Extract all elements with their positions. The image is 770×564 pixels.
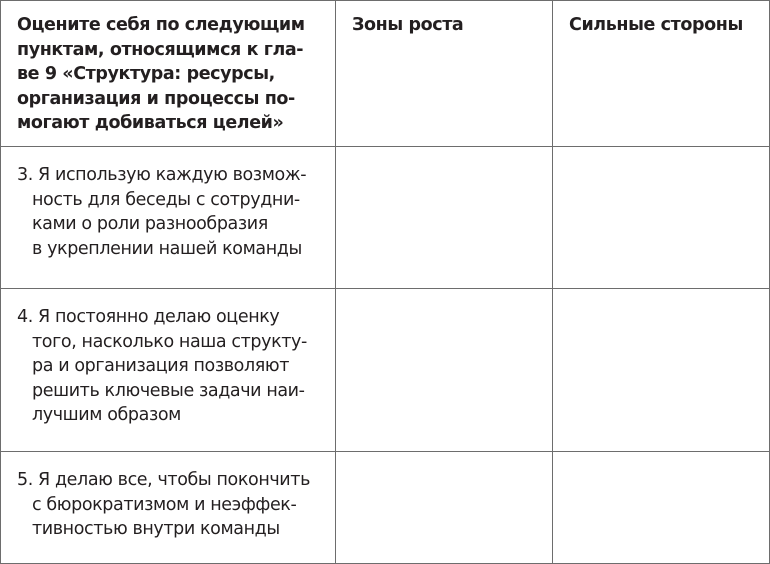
header-criteria: Оцените себя по следующим пунктам, относ… — [0, 0, 336, 147]
header-strengths: Сильные стороны — [552, 0, 770, 147]
strength-cell[interactable] — [552, 146, 770, 289]
table-header-row: Оцените себя по следующим пунктам, относ… — [0, 0, 770, 147]
growth-zone-cell[interactable] — [335, 146, 553, 289]
row-statement: 5. Я делаю все, чтобы покончить с бюрокр… — [0, 451, 336, 564]
row-statement: 4. Я постоянно делаю оценку того, наскол… — [0, 288, 336, 452]
growth-zone-cell[interactable] — [335, 451, 553, 564]
statement-line: 3. Я использую каждую возмож- — [17, 165, 307, 185]
statement-line: лучшим образом — [32, 405, 181, 425]
header-line: пунктам, относящимся к гла- — [17, 39, 304, 60]
statement-line: решить ключевые задачи наи- — [32, 380, 305, 401]
growth-zone-cell[interactable] — [335, 288, 553, 452]
strength-cell[interactable] — [552, 451, 770, 564]
header-line: могают добиваться целей» — [17, 113, 284, 133]
statement-line: тивностью внутри команды — [32, 519, 280, 539]
statement-line: ками о роли разнообразия — [32, 214, 268, 234]
header-growth-zones: Зоны роста — [335, 0, 553, 147]
statement-line: ность для беседы с сотрудни- — [32, 189, 300, 210]
strength-cell[interactable] — [552, 288, 770, 452]
table-row: 4. Я постоянно делаю оценку того, наскол… — [0, 288, 770, 452]
statement-line: с бюрократизмом и неэффек- — [32, 494, 297, 515]
statement-line: 5. Я делаю все, чтобы покончить — [17, 470, 310, 490]
table-row: 5. Я делаю все, чтобы покончить с бюрокр… — [0, 451, 770, 564]
statement-line: ра и организация позволяют — [32, 356, 289, 376]
table-row: 3. Я использую каждую возмож- ность для … — [0, 146, 770, 289]
header-line: организация и процессы по- — [17, 88, 295, 109]
header-line: ве 9 «Структура: ресурсы, — [17, 64, 275, 84]
statement-line: 4. Я постоянно делаю оценку — [17, 307, 280, 327]
statement-line: в укреплении нашей команды — [32, 238, 302, 259]
statement-line: того, насколько наша структу- — [32, 331, 307, 352]
row-statement: 3. Я использую каждую возмож- ность для … — [0, 146, 336, 289]
header-line: Оцените себя по следующим — [17, 15, 305, 35]
